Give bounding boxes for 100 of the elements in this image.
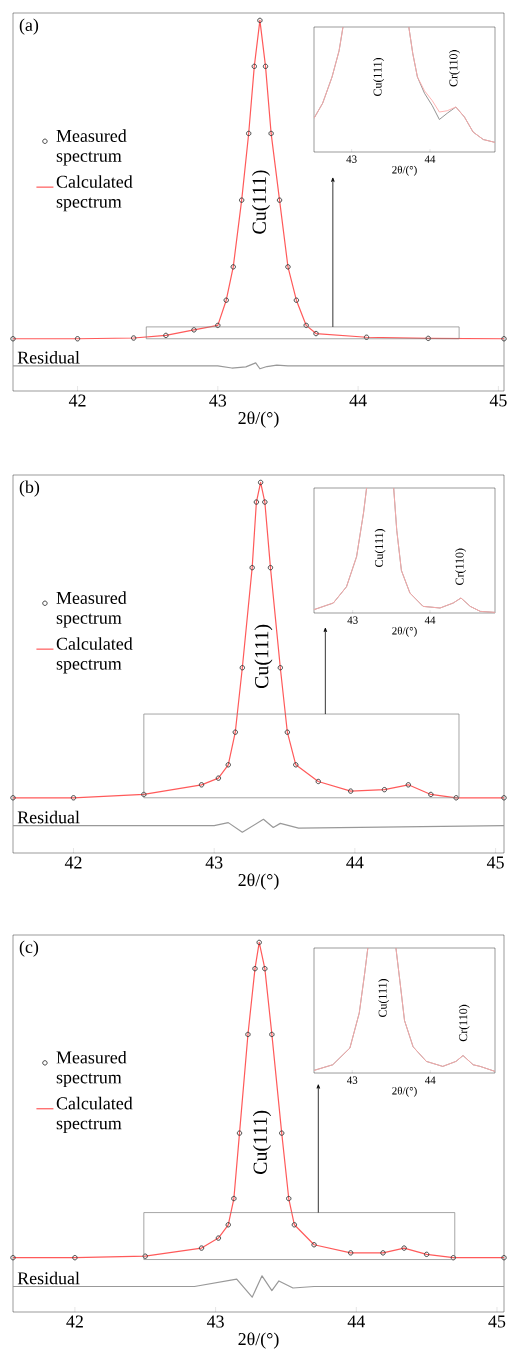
x-tick-label: 45 [486, 856, 504, 869]
x-tick-label: 44 [424, 155, 436, 163]
x-tick-label: 45 [489, 394, 507, 407]
annotation: Cu(111) [254, 624, 273, 689]
annotation: Cu(111) [252, 1110, 271, 1175]
x-tick-label: 44 [346, 856, 364, 869]
point [262, 965, 268, 972]
legend-label: Measured spectrum [56, 129, 127, 166]
x-tick-label: 45 [488, 1315, 506, 1328]
x-tick-label: 43 [346, 1076, 358, 1084]
x-tick-label: 43 [347, 616, 358, 624]
point [286, 1195, 292, 1202]
x-axis-title: 2θ/(°) [392, 1086, 417, 1097]
point [405, 782, 412, 788]
point [231, 1195, 237, 1202]
x-tick-label: 44 [347, 1315, 365, 1328]
legend-label: Measured spectrum [56, 591, 127, 628]
point [239, 665, 246, 671]
point [269, 1031, 275, 1038]
point [10, 795, 16, 801]
x-tick-label: 43 [205, 856, 223, 869]
point [198, 1245, 205, 1251]
annotation: Cu(111) [378, 979, 390, 1018]
point [313, 330, 319, 337]
point [223, 297, 229, 303]
point [501, 336, 507, 342]
point [232, 729, 238, 735]
x-tick-label: 44 [349, 394, 367, 407]
point [252, 965, 258, 972]
point [267, 564, 274, 571]
x-axis-title: 2θ/(°) [238, 411, 279, 428]
point [230, 264, 236, 270]
annotation: Cr(110) [458, 1004, 470, 1042]
point [291, 1222, 298, 1228]
legend-label: Measured spectrum [56, 1050, 127, 1088]
point [293, 297, 300, 303]
point [257, 479, 264, 486]
x-tick-label: 43 [346, 155, 357, 163]
point [130, 335, 137, 341]
point [238, 197, 245, 203]
point [198, 782, 205, 788]
point [245, 130, 252, 137]
point [249, 564, 255, 571]
point [215, 775, 222, 781]
point [142, 1253, 148, 1259]
point [363, 334, 370, 340]
point [276, 197, 283, 203]
point [191, 327, 197, 333]
x-axis-title: 2θ/(°) [392, 626, 417, 637]
point [215, 1235, 222, 1241]
x-tick-label: 42 [68, 394, 86, 407]
point [251, 63, 257, 70]
point [428, 791, 434, 798]
x-tick-label: 42 [64, 856, 82, 869]
series-label: Residual [17, 810, 80, 824]
annotation: Cr(110) [455, 548, 467, 585]
series-label: Residual [17, 350, 80, 364]
point [425, 335, 431, 342]
chart-title: (a) [19, 18, 39, 35]
point [10, 1254, 16, 1261]
annotation: Cu(111) [373, 58, 385, 96]
point [285, 264, 291, 270]
x-tick-label: 42 [66, 1315, 83, 1328]
point [70, 795, 77, 801]
point [453, 795, 459, 801]
x-tick-label: 43 [209, 394, 227, 407]
point [381, 786, 388, 793]
x-tick-label: 44 [424, 1076, 436, 1084]
point [347, 1250, 354, 1256]
point [245, 1031, 251, 1038]
point [262, 499, 268, 505]
legend-label: Calculated spectrum [56, 637, 133, 674]
annotation: Cr(110) [449, 50, 460, 87]
point [423, 1251, 430, 1258]
point [311, 1242, 317, 1248]
point [268, 130, 274, 137]
x-tick-label: 43 [206, 1315, 224, 1328]
point [10, 336, 16, 342]
x-axis-title: 2θ/(°) [238, 1332, 279, 1349]
point [256, 939, 262, 946]
point [501, 795, 507, 801]
point [225, 1222, 231, 1228]
point [277, 665, 284, 671]
point [315, 778, 321, 785]
series-label: Residual [17, 1271, 80, 1285]
point [347, 788, 354, 794]
x-axis-title: 2θ/(°) [392, 165, 417, 176]
point [293, 762, 299, 768]
legend-label: Calculated spectrum [56, 175, 133, 212]
point [501, 1254, 507, 1261]
point [401, 1245, 407, 1251]
point [72, 1254, 78, 1261]
x-axis-title: 2θ/(°) [238, 873, 279, 890]
legend-label: Calculated spectrum [56, 1096, 133, 1133]
point [163, 332, 169, 339]
point [74, 336, 81, 342]
annotation: Cu(111) [374, 529, 386, 567]
point [284, 729, 291, 735]
point [257, 17, 263, 24]
point [253, 499, 260, 505]
